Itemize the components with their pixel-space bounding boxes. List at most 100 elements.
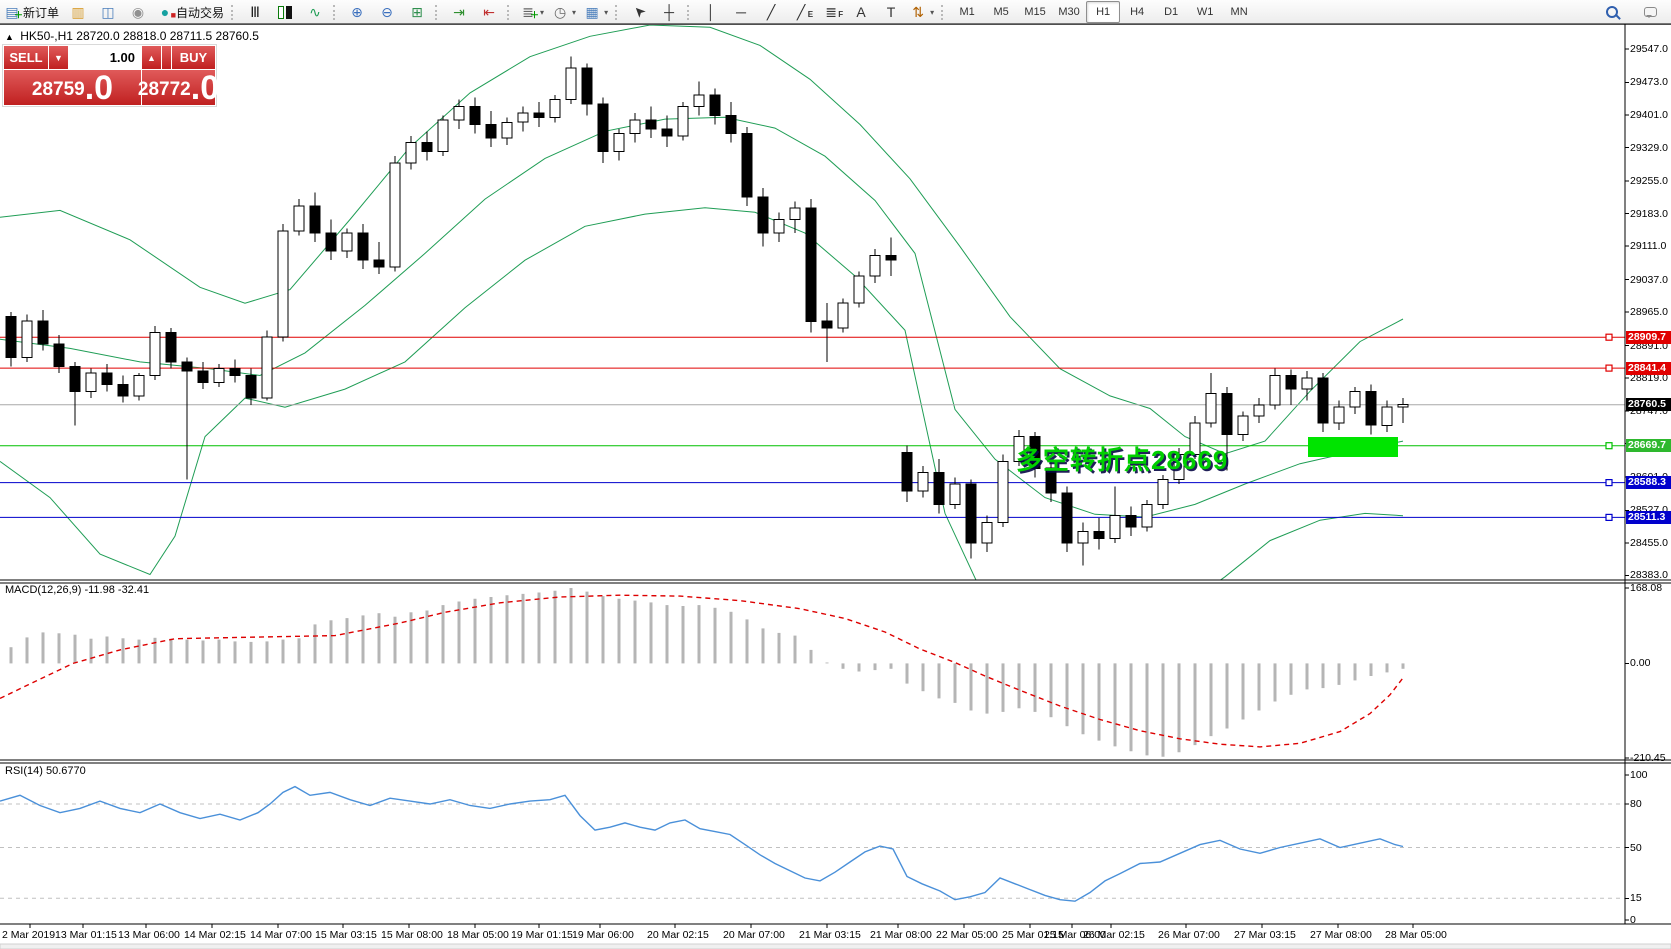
line-chart-button[interactable]: ∿ [300, 1, 330, 23]
timeframe-mn-button[interactable]: MN [1230, 6, 1248, 18]
symbol-header: ▲ HK50-,H1 28720.0 28818.0 28711.5 28760… [5, 29, 259, 43]
line-handle[interactable] [1605, 479, 1613, 487]
time-axis-label: 19 Mar 06:00 [572, 929, 634, 941]
toolbar-group-timeframes: M1 M5 M15 M30 H1 H4 D1 W1 MN [950, 0, 1256, 24]
trendline-button[interactable]: ╱ [756, 1, 786, 23]
candle-body [37, 320, 49, 345]
text-button[interactable]: A [846, 1, 876, 23]
chevron-down-icon[interactable]: ▾ [604, 7, 609, 17]
top-toolbar: ▤ ＋新订单 ▥ ◫ ◉ ● ■ 自动交易 Ⅲ ∿ ⊕ ⊖ ⊞ ⇥ ⇤ ≣ ＋ ▾ ◷ ▾ ▦ ▾ ➤ ┼ │ ─ ╱ ╱ E ≣ F A T ⇅… [0, 0, 1671, 25]
time-axis-label: 27 Mar 08:00 [1310, 929, 1372, 941]
macd-axis-label: 168.08 [1630, 581, 1663, 594]
buy-button[interactable]: BUY [172, 46, 215, 69]
time-axis-label: 26 Mar 02:15 [1083, 929, 1145, 941]
candle-body [245, 375, 257, 399]
autotrading-button-label: 自动交易 [176, 5, 225, 20]
timeframe-w1-button[interactable]: W1 [1196, 6, 1214, 18]
volume-up-button[interactable]: ▲ [142, 46, 161, 69]
candle-body [277, 230, 289, 338]
indicators-button[interactable]: ≣ ＋ ▾ [516, 1, 548, 23]
level-price-badge: 28588.3 [1626, 476, 1671, 490]
chat-button[interactable] [1635, 1, 1665, 23]
line-handle[interactable] [1605, 513, 1613, 522]
arrows-icon: ⇅ [912, 4, 924, 20]
zoom-out-button[interactable]: ⊖ [372, 1, 402, 23]
candle-body [997, 460, 1009, 523]
line-handle[interactable] [1605, 442, 1613, 450]
volume-down-button[interactable]: ▼ [49, 46, 68, 69]
templates-button[interactable]: ▦ ▾ [580, 1, 612, 23]
timeframe-h4-button[interactable]: H4 [1130, 6, 1145, 18]
auto-scroll-button[interactable]: ⇥ [444, 1, 474, 23]
line-handle[interactable] [1605, 333, 1613, 341]
timeframe-m5-button[interactable]: M5 [993, 6, 1009, 18]
tile-windows-button[interactable]: ⊞ [402, 1, 432, 23]
timeframe-m30-button[interactable]: M30 [1058, 6, 1080, 18]
crosshair-button[interactable]: ┼ [654, 1, 684, 23]
bar-chart-icon: Ⅲ [250, 4, 260, 20]
candlestick-button[interactable] [270, 1, 300, 23]
candle-body [149, 332, 161, 376]
toolbar-separator [507, 4, 512, 20]
candle-body [1157, 479, 1169, 505]
periods-button[interactable]: ◷ ▾ [548, 1, 580, 23]
search-button[interactable] [1597, 1, 1627, 23]
chevron-down-icon[interactable]: ▾ [930, 7, 935, 17]
timeframe-h1-button[interactable]: H1 [1086, 1, 1121, 23]
candle-body [469, 105, 481, 126]
candle-body [1221, 393, 1233, 435]
data-window-icon: ◫ [101, 4, 115, 20]
arrows-button[interactable]: ⇅ ▾ [906, 1, 938, 23]
time-axis-label: 20 Mar 02:15 [647, 929, 709, 941]
candle-body [1317, 377, 1329, 424]
ohlc-values: 28720.0 28818.0 28711.5 28760.5 [76, 29, 259, 43]
channel-button[interactable]: ╱ E [786, 1, 816, 23]
timeframe-d1-button[interactable]: D1 [1164, 6, 1179, 18]
candle-body [933, 472, 945, 505]
zoom-in-button[interactable]: ⊕ [342, 1, 372, 23]
fibonacci-button[interactable]: ≣ F [816, 1, 846, 23]
text-label-button[interactable]: T [876, 1, 906, 23]
candle-body [1269, 375, 1281, 406]
timeframe-m1-button[interactable]: M1 [959, 6, 975, 18]
new-order-button[interactable]: ▤ ＋新订单 [0, 1, 63, 23]
candle-body [917, 472, 929, 492]
candle-body [1061, 492, 1073, 544]
vertical-line-button[interactable]: │ [696, 1, 726, 23]
candle-body [309, 205, 321, 234]
navigator-button[interactable]: ◉ [123, 1, 153, 23]
candle-body [437, 119, 449, 153]
candle-body [901, 451, 913, 492]
price-axis-label: 29255.0 [1630, 175, 1668, 188]
sell-price[interactable]: 28759.0 [4, 70, 141, 105]
time-axis-label: 26 Mar 07:00 [1158, 929, 1220, 941]
market-watch-button[interactable]: ▥ [63, 1, 93, 23]
candle-body [629, 119, 641, 135]
indicators-icon: ≣ ＋ [522, 4, 540, 20]
toolbar-separator [231, 4, 236, 20]
timeframe-m15-button[interactable]: M15 [1024, 6, 1046, 18]
chart-shift-button[interactable]: ⇤ [474, 1, 504, 23]
chevron-down-icon[interactable]: ▾ [572, 7, 577, 17]
candle-body [949, 483, 961, 505]
chevron-down-icon[interactable]: ▾ [540, 7, 545, 17]
collapse-icon[interactable]: ▲ [5, 32, 14, 42]
candle-body [1125, 515, 1137, 528]
bollinger-lower-band [0, 207, 1404, 580]
line-handle[interactable] [1605, 364, 1613, 372]
candle-body [373, 259, 385, 268]
data-window-button[interactable]: ◫ [93, 1, 123, 23]
line-chart-icon: ∿ [309, 4, 321, 20]
autotrading-button[interactable]: ● ■ 自动交易 [153, 1, 228, 23]
horizontal-line-button[interactable]: ─ [726, 1, 756, 23]
volume-input[interactable]: 1.00 [69, 46, 141, 69]
buy-price[interactable]: 28772.0 [137, 69, 220, 107]
level-price-badge: 28669.7 [1626, 439, 1671, 453]
highlight-rectangle[interactable] [1308, 437, 1398, 457]
hline-icon: ─ [736, 4, 747, 20]
candle-body [293, 205, 305, 232]
bar-chart-button[interactable]: Ⅲ [240, 1, 270, 23]
sell-button[interactable]: SELL [4, 46, 48, 69]
time-axis-label: 28 Mar 05:00 [1385, 929, 1447, 941]
